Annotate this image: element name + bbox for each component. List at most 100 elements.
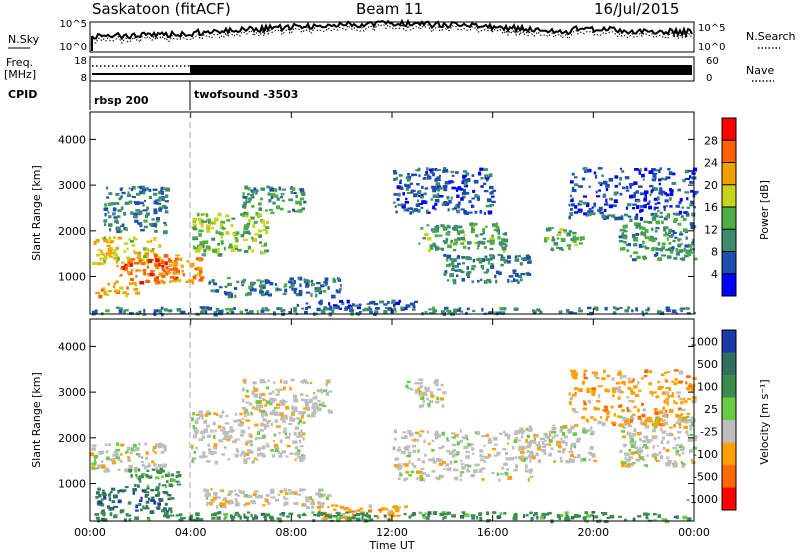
echo-cell [575,236,579,241]
echo-cell [665,306,670,310]
echo-cell [594,174,598,179]
echo-cell [587,399,591,403]
echo-cell [570,425,575,430]
echo-cell [622,224,628,229]
echo-cell [310,501,315,506]
echo-cell [346,299,350,304]
echo-cell [301,415,304,419]
echo-cell [332,515,338,518]
echo-cell [477,195,480,198]
echo-cell [666,237,669,241]
echo-cell [217,242,220,246]
echo-cell [534,512,538,516]
echo-cell [231,440,237,444]
echo-cell [137,477,142,481]
echo-cell [133,236,136,240]
echo-cell [376,515,380,520]
colorbar-tick-label: -1000 [686,493,718,506]
echo-cell [561,440,566,444]
echo-cell [440,310,445,314]
echo-cell [276,307,279,310]
echo-cell [137,261,142,265]
echo-cell [431,186,436,190]
echo-cell [193,430,198,433]
echo-cell [453,460,458,464]
echo-cell [192,434,197,439]
echo-cell [294,458,297,461]
echo-cell [524,469,529,473]
echo-cell [435,400,440,404]
echo-cell [405,197,408,201]
echo-cell [403,306,408,310]
echo-cell [481,455,485,458]
echo-cell [231,217,236,220]
echo-cell [270,192,276,197]
echo-cell [103,236,107,240]
echo-cell [328,410,333,414]
echo-cell [668,234,673,238]
freq-trace [92,65,692,75]
echo-cell [302,512,306,516]
echo-cell [639,217,643,221]
echo-cell [623,230,628,233]
echo-cell [243,212,246,215]
echo-cell [685,249,689,252]
nsearch-label: N.Search [746,30,796,43]
echo-cell [398,192,401,197]
echo-cell [234,502,240,507]
echo-cell [280,402,286,406]
cpid-label: CPID [8,88,37,101]
echo-cell [316,282,321,285]
echo-cell [266,280,271,284]
nave-tick-low: 0 [706,73,712,84]
echo-cell [145,187,149,190]
echo-cell [305,394,309,397]
echo-cell [504,244,508,247]
echo-cell [246,389,249,393]
echo-cell [246,449,252,452]
echo-cell [661,436,666,440]
echo-cell [146,487,150,490]
echo-cell [519,262,523,266]
echo-cell [544,236,549,241]
echo-cell [591,371,594,375]
echo-cell [683,211,688,214]
echo-cell [172,264,178,267]
echo-cell [593,306,598,310]
echo-cell [665,176,668,180]
echo-cell [151,222,157,227]
echo-cell [250,283,254,288]
echo-cell [654,176,657,180]
echo-cell [109,506,114,510]
echo-cell [451,443,457,447]
echo-cell [629,194,634,199]
echo-cell [692,377,697,380]
echo-cell [408,515,412,519]
echo-cell [253,492,257,497]
echo-cell [418,190,422,194]
echo-cell [291,412,295,416]
echo-cell [241,204,247,209]
echo-cell [490,265,495,269]
echo-cell [138,480,142,483]
echo-cell [252,224,256,229]
echo-cell [611,387,616,390]
echo-cell [163,254,169,258]
echo-cell [470,443,474,446]
echo-cell [254,437,258,441]
echo-cell [327,494,332,498]
echo-cell [601,377,606,381]
echo-cell [125,309,129,312]
echo-cell [686,434,691,437]
echo-cell [583,372,586,377]
echo-cell [643,256,647,260]
echo-cell [278,186,281,191]
echo-cell [109,240,114,244]
echo-cell [215,413,219,416]
echo-cell [321,401,325,406]
echo-cell [265,226,270,230]
echo-cell [199,455,204,459]
echo-cell [442,391,447,395]
echo-cell [296,493,302,496]
echo-cell [105,450,109,454]
